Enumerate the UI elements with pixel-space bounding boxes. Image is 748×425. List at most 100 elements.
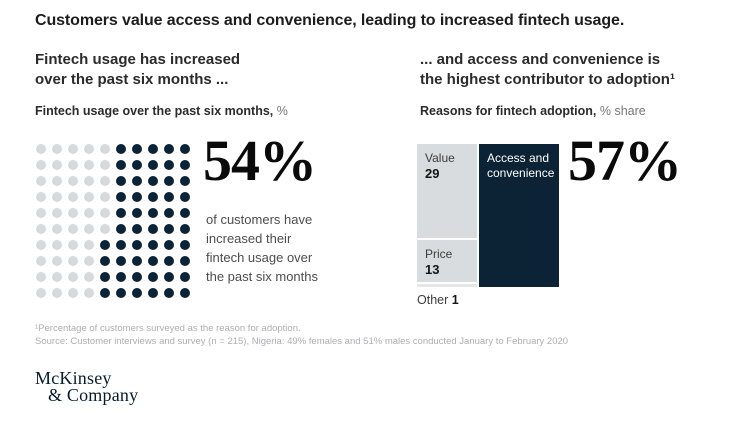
waffle-dot-empty (84, 176, 94, 186)
waffle-dot-filled (132, 224, 142, 234)
waffle-dot-filled (148, 272, 158, 282)
waffle-dot-filled (116, 160, 126, 170)
waffle-dot-filled (164, 208, 174, 218)
waffle-dot-empty (52, 240, 62, 250)
waffle-dot-empty (36, 240, 46, 250)
left-callout-caption: of customers have increased their fintec… (206, 212, 318, 284)
logo-line-2: & Company (48, 385, 139, 405)
treemap-segment-other (417, 284, 477, 287)
waffle-dot-filled (132, 208, 142, 218)
waffle-dot-filled (116, 224, 126, 234)
waffle-dot-filled (148, 224, 158, 234)
waffle-dot-empty (100, 224, 110, 234)
treemap-column: Value 29 Price 13 (417, 144, 477, 287)
waffle-dot-filled (100, 272, 110, 282)
waffle-dot-empty (84, 224, 94, 234)
waffle-dot-empty (52, 288, 62, 298)
treemap-segment-price: Price 13 (417, 240, 477, 282)
waffle-dot-filled (132, 256, 142, 266)
waffle-dot-filled (180, 224, 190, 234)
waffle-dot-filled (100, 240, 110, 250)
waffle-dot-filled (132, 160, 142, 170)
waffle-dot-empty (36, 256, 46, 266)
waffle-dot-filled (116, 256, 126, 266)
waffle-dot-empty (84, 160, 94, 170)
waffle-dot-filled (164, 240, 174, 250)
waffle-dot-empty (68, 208, 78, 218)
waffle-dot-empty (100, 192, 110, 202)
waffle-dot-empty (68, 256, 78, 266)
waffle-dot-filled (180, 144, 190, 154)
waffle-dot-filled (148, 240, 158, 250)
waffle-dot-empty (84, 144, 94, 154)
left-chart-subtitle: Fintech usage over the past six months, … (35, 104, 288, 118)
waffle-dot-empty (84, 192, 94, 202)
right-callout-value: 57% (568, 128, 682, 193)
waffle-dot-empty (100, 160, 110, 170)
waffle-dot-filled (132, 144, 142, 154)
waffle-dot-empty (52, 176, 62, 186)
waffle-dot-filled (116, 176, 126, 186)
waffle-dot-filled (180, 160, 190, 170)
waffle-dot-filled (132, 288, 142, 298)
waffle-dot-filled (164, 176, 174, 186)
treemap-segment-access-and-convenience: Access and convenience (479, 144, 559, 287)
waffle-dot-filled (132, 240, 142, 250)
left-chart-subtitle-bold: Fintech usage over the past six months, (35, 104, 274, 118)
treemap-segment-label: Access and convenience (487, 151, 555, 180)
waffle-dot-filled (148, 176, 158, 186)
treemap-other-value: 1 (451, 293, 459, 307)
treemap-segment-value: Value 29 (417, 144, 477, 238)
waffle-dot-empty (84, 272, 94, 282)
treemap-chart: Value 29 Price 13 Access and convenience (417, 144, 559, 287)
waffle-dot-filled (100, 288, 110, 298)
treemap-segment-value: 13 (425, 262, 440, 277)
waffle-dot-filled (180, 192, 190, 202)
waffle-dot-empty (52, 272, 62, 282)
waffle-dot-empty (68, 224, 78, 234)
waffle-dot-filled (164, 224, 174, 234)
left-callout-value: 54% (203, 128, 317, 193)
right-chart-subtitle: Reasons for fintech adoption, % share (420, 104, 646, 118)
waffle-dot-empty (100, 176, 110, 186)
waffle-dot-empty (100, 208, 110, 218)
waffle-dot-filled (148, 288, 158, 298)
mckinsey-logo: McKinsey & Company (35, 368, 139, 405)
waffle-dot-filled (164, 272, 174, 282)
waffle-dot-filled (148, 256, 158, 266)
waffle-dot-filled (148, 160, 158, 170)
waffle-dot-empty (52, 144, 62, 154)
waffle-dot-empty (100, 144, 110, 154)
waffle-dot-empty (68, 176, 78, 186)
right-chart-subtitle-unit: % share (596, 104, 646, 118)
waffle-dot-filled (164, 160, 174, 170)
treemap-segment-label: Price 13 (417, 240, 477, 277)
waffle-dot-filled (100, 256, 110, 266)
waffle-dot-filled (132, 176, 142, 186)
waffle-dot-filled (180, 272, 190, 282)
waffle-dot-filled (164, 288, 174, 298)
waffle-dot-filled (164, 256, 174, 266)
waffle-dot-empty (68, 144, 78, 154)
waffle-dot-empty (36, 192, 46, 202)
waffle-dot-empty (36, 160, 46, 170)
waffle-dot-filled (148, 192, 158, 202)
waffle-dot-empty (52, 256, 62, 266)
waffle-dot-filled (116, 288, 126, 298)
treemap-other-label: Other 1 (417, 293, 459, 307)
waffle-dot-empty (68, 288, 78, 298)
logo-line-1: McKinsey (35, 368, 112, 388)
waffle-dot-empty (36, 144, 46, 154)
waffle-dot-empty (36, 288, 46, 298)
treemap-segment-label: Value 29 (417, 144, 477, 181)
waffle-dot-empty (36, 224, 46, 234)
waffle-dot-filled (164, 192, 174, 202)
footnotes: ¹Percentage of customers surveyed as the… (35, 322, 568, 348)
waffle-dot-empty (68, 160, 78, 170)
exhibit-title: Customers value access and convenience, … (35, 12, 625, 29)
waffle-dot-empty (52, 208, 62, 218)
waffle-dot-empty (84, 208, 94, 218)
waffle-dot-filled (180, 288, 190, 298)
waffle-dot-empty (84, 256, 94, 266)
